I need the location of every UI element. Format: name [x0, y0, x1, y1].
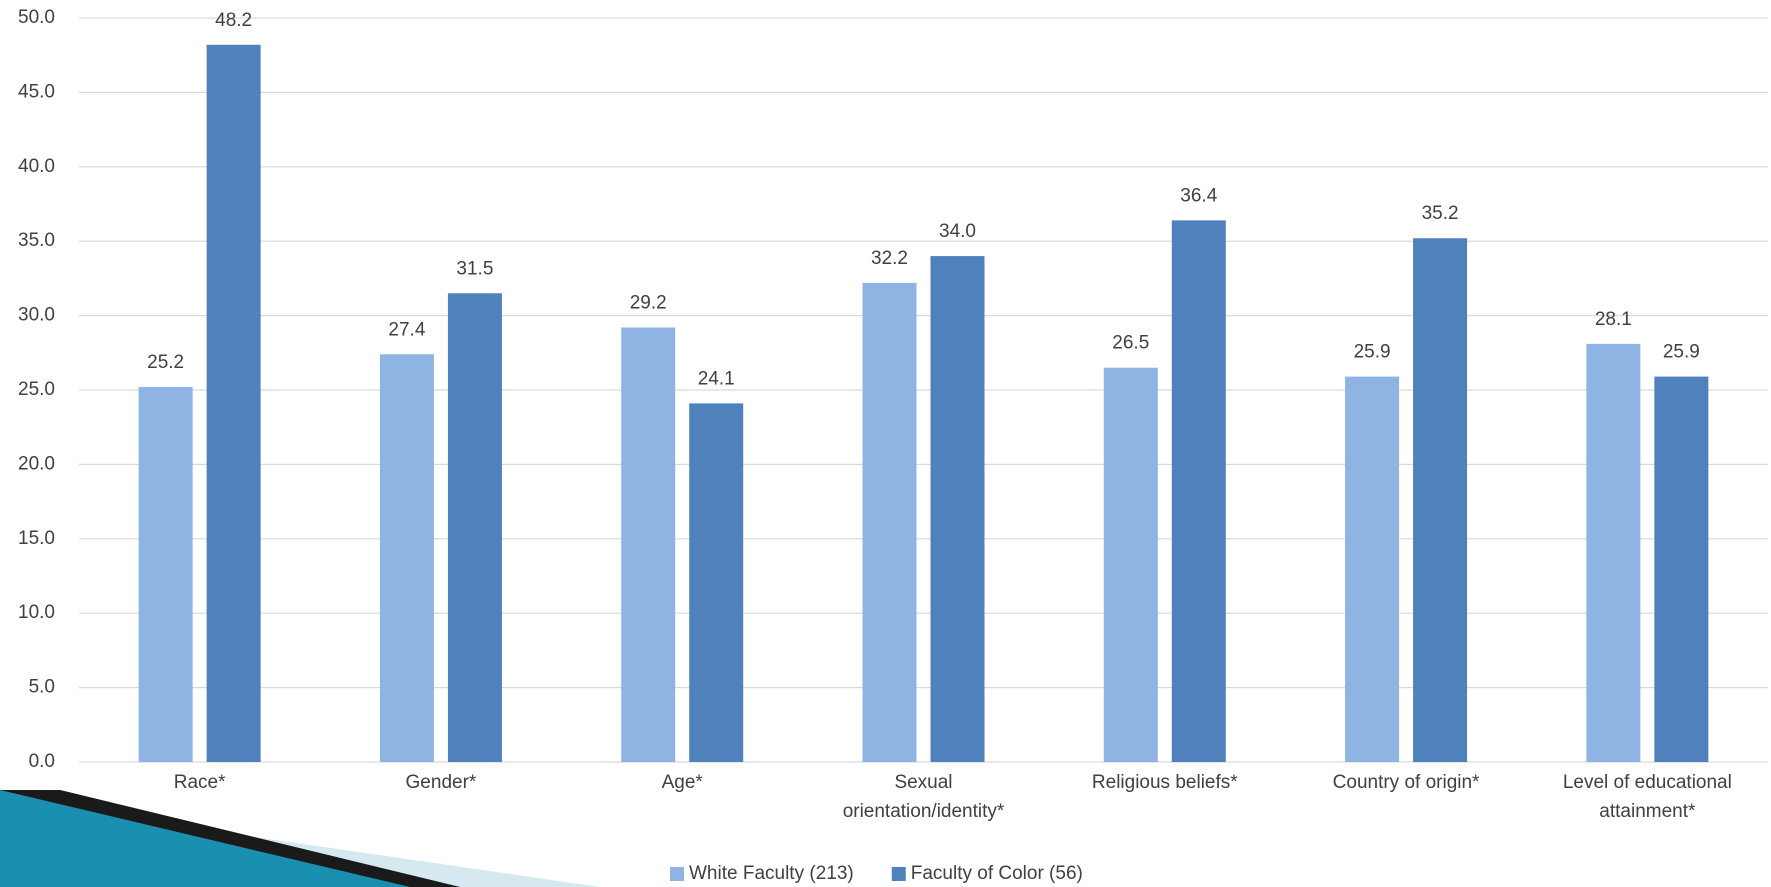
x-tick-label: Sexual orientation/identity*: [842, 772, 1005, 822]
value-label: 34.0: [939, 221, 976, 242]
value-label: 48.2: [215, 10, 252, 31]
x-tick-label: Religious beliefs*: [1091, 772, 1238, 793]
legend-swatch: [670, 867, 684, 881]
bar: [206, 44, 261, 763]
bar: [379, 354, 434, 762]
x-tick-label: Age*: [661, 772, 703, 793]
bar: [689, 403, 744, 762]
y-tick-label: 30.0: [18, 305, 55, 326]
bar: [447, 293, 502, 762]
bar: [1413, 238, 1468, 762]
value-label: 25.9: [1354, 342, 1391, 363]
value-label: 35.2: [1422, 203, 1459, 224]
x-tick-label: Gender*: [405, 772, 477, 793]
value-label: 31.5: [456, 258, 493, 279]
y-tick-label: 45.0: [18, 81, 55, 102]
bar: [862, 282, 917, 762]
value-label: 27.4: [388, 319, 425, 340]
y-tick-label: 50.0: [18, 7, 55, 28]
value-label: 32.2: [871, 248, 908, 269]
bar: [1171, 220, 1226, 763]
value-label: 36.4: [1180, 185, 1217, 206]
x-tick-label: Race*: [173, 772, 226, 793]
value-label: 25.9: [1663, 342, 1700, 363]
bar: [1103, 367, 1158, 762]
value-label: 25.2: [147, 352, 184, 373]
bar: [621, 327, 676, 762]
bar: [930, 256, 985, 762]
bar: [138, 387, 193, 762]
y-tick-label: 0.0: [29, 751, 55, 772]
x-tick-label: Country of origin*: [1332, 772, 1480, 793]
value-label: 26.5: [1112, 333, 1149, 354]
legend-label: White Faculty (213): [689, 863, 854, 884]
x-tick-label: Level of educational attainment*: [1562, 772, 1732, 822]
bar: [1586, 343, 1641, 762]
legend-swatch: [891, 867, 906, 881]
bar: [1345, 376, 1400, 762]
bar: [1654, 376, 1709, 762]
legend-label: Faculty of Color (56): [911, 863, 1083, 884]
value-label: 28.1: [1595, 309, 1632, 330]
y-tick-label: 15.0: [18, 528, 55, 549]
y-tick-label: 35.0: [18, 230, 55, 251]
y-tick-label: 10.0: [18, 602, 55, 623]
y-tick-label: 20.0: [18, 453, 55, 474]
value-label: 24.1: [698, 368, 735, 389]
y-tick-label: 25.0: [18, 379, 55, 400]
y-tick-label: 40.0: [18, 156, 55, 177]
decor-dark: [0, 790, 460, 887]
y-tick-label: 5.0: [29, 677, 55, 698]
value-label: 29.2: [630, 293, 667, 314]
